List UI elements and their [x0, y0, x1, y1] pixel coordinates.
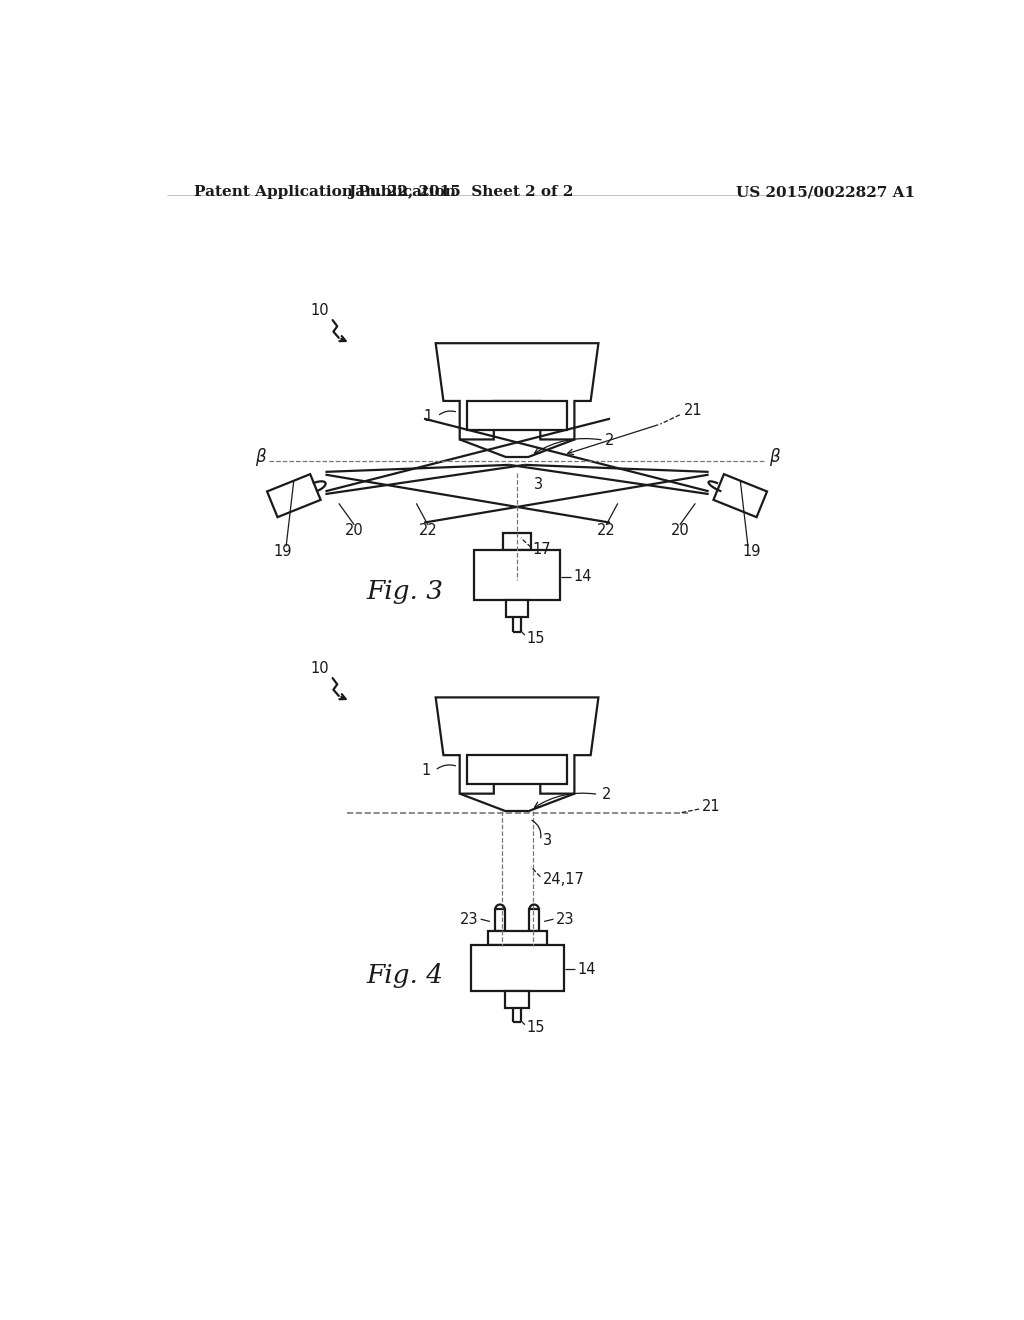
Bar [487, 931, 547, 945]
Bar [471, 945, 563, 991]
Bar [467, 401, 567, 430]
Bar [496, 909, 505, 931]
Text: 2: 2 [605, 433, 614, 447]
Text: 19: 19 [273, 544, 292, 560]
Polygon shape [714, 474, 767, 517]
Text: 10: 10 [310, 660, 329, 676]
Text: 20: 20 [345, 523, 364, 537]
Bar [467, 755, 567, 784]
Text: 14: 14 [573, 569, 592, 583]
Text: 10: 10 [310, 304, 329, 318]
Text: 23: 23 [460, 912, 478, 927]
Polygon shape [267, 474, 321, 517]
Text: 2: 2 [601, 787, 611, 803]
Text: 15: 15 [526, 631, 545, 645]
Text: US 2015/0022827 A1: US 2015/0022827 A1 [736, 185, 915, 199]
Text: 20: 20 [671, 523, 689, 537]
Text: 21: 21 [701, 799, 720, 814]
Bar [474, 549, 560, 599]
Text: β: β [255, 449, 265, 466]
Polygon shape [435, 697, 598, 793]
Bar [529, 909, 539, 931]
Bar [503, 533, 531, 549]
Text: β: β [769, 449, 779, 466]
Text: 21: 21 [684, 404, 702, 418]
Text: Fig. 4: Fig. 4 [366, 962, 443, 987]
Text: Patent Application Publication: Patent Application Publication [194, 185, 456, 199]
Text: 3: 3 [543, 833, 552, 849]
Text: Fig. 3: Fig. 3 [366, 579, 443, 605]
Text: 24,17: 24,17 [543, 871, 585, 887]
Text: 23: 23 [556, 912, 574, 927]
Text: Jan. 22, 2015  Sheet 2 of 2: Jan. 22, 2015 Sheet 2 of 2 [348, 185, 573, 199]
Text: 22: 22 [597, 523, 615, 537]
Text: 14: 14 [578, 962, 596, 977]
Text: 15: 15 [526, 1020, 545, 1035]
Bar [506, 599, 528, 616]
Text: 19: 19 [742, 544, 761, 560]
Text: 3: 3 [535, 477, 543, 491]
Text: 22: 22 [419, 523, 437, 537]
Polygon shape [435, 343, 598, 440]
Text: 17: 17 [532, 543, 551, 557]
Text: 1: 1 [423, 409, 432, 424]
Bar [506, 991, 528, 1007]
Text: 1: 1 [421, 763, 430, 777]
